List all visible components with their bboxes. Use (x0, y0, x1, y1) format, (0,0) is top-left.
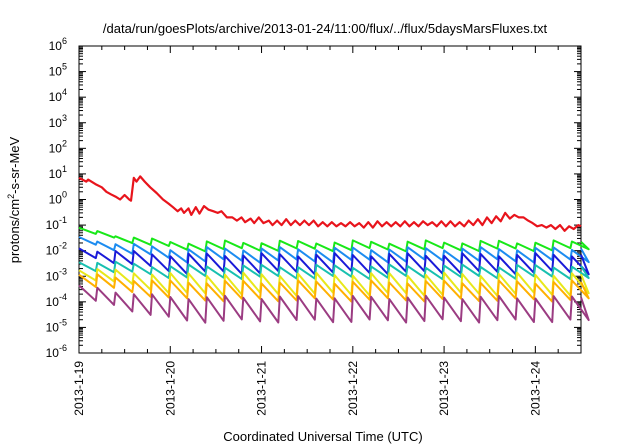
y-tick-exponent: 0 (62, 190, 67, 200)
series-line-8 (78, 284, 590, 324)
x-tick-label: 2013-1-22 (346, 361, 360, 416)
y-tick-exponent: 2 (62, 138, 67, 148)
series-line-2 (78, 226, 590, 253)
x-axis-label: Coordinated Universal Time (UTC) (223, 429, 422, 444)
y-tick-base: 10 (46, 346, 60, 360)
series-line-4 (78, 247, 590, 276)
y-tick-base: 10 (46, 320, 60, 334)
y-tick-exponent: -2 (59, 241, 67, 251)
y-tick-base: 10 (46, 269, 60, 283)
y-tick-base: 10 (49, 90, 63, 104)
series-group (78, 175, 590, 324)
y-tick-base: 10 (49, 193, 63, 207)
y-tick-base: 10 (46, 218, 60, 232)
y-tick-base: 10 (49, 116, 63, 130)
x-tick-label: 2013-1-23 (437, 361, 451, 416)
x-tick-label: 2013-1-20 (163, 361, 177, 416)
y-tick-label: 101 (49, 164, 67, 181)
x-axis: 2013-1-19 2013-1-20 2013-1-21 2013-1-22 2013… (72, 46, 582, 416)
y-tick-label: 100 (49, 190, 67, 207)
x-tick-label: 2013-1-21 (255, 361, 269, 416)
y-tick-exponent: -6 (59, 343, 67, 353)
series-line-7 (78, 273, 590, 303)
y-tick-base: 10 (49, 167, 63, 181)
y-tick-exponent: 6 (62, 36, 67, 46)
y-tick-label: 10-3 (46, 266, 67, 283)
series-line-3 (78, 236, 590, 264)
y-axis-label-sup: 2 (6, 194, 16, 199)
y-tick-label: 105 (49, 62, 67, 79)
y-axis: 10-610-510-410-310-210-11001011021031041… (46, 36, 581, 360)
series-line-1 (78, 175, 582, 232)
y-tick-exponent: -4 (59, 292, 67, 302)
y-axis-label-main: protons/cm (7, 199, 22, 263)
y-tick-label: 10-1 (46, 215, 67, 232)
y-axis-label: protons/cm2-s-sr-MeV (6, 136, 22, 263)
y-tick-base: 10 (46, 295, 60, 309)
y-tick-exponent: -3 (59, 266, 67, 276)
y-tick-exponent: 5 (62, 62, 67, 72)
y-tick-base: 10 (49, 141, 63, 155)
y-tick-exponent: -5 (59, 317, 67, 327)
y-tick-label: 10-4 (46, 292, 67, 309)
chart-title: /data/run/goesPlots/archive/2013-01-24/1… (103, 21, 548, 36)
x-tick-label: 2013-1-24 (528, 361, 542, 416)
y-tick-label: 102 (49, 138, 67, 155)
y-tick-label: 106 (49, 36, 67, 53)
y-axis-label-rest: -s-sr-MeV (7, 136, 22, 193)
y-tick-label: 10-6 (46, 343, 67, 360)
y-tick-exponent: 3 (62, 113, 67, 123)
y-tick-exponent: -1 (59, 215, 67, 225)
y-tick-label: 10-5 (46, 317, 67, 334)
y-tick-label: 10-2 (46, 241, 67, 258)
y-tick-exponent: 1 (62, 164, 67, 174)
y-tick-label: 103 (49, 113, 67, 130)
y-tick-base: 10 (49, 39, 63, 53)
y-tick-base: 10 (46, 244, 60, 258)
y-tick-base: 10 (49, 65, 63, 79)
y-tick-exponent: 4 (62, 87, 67, 97)
x-tick-label: 2013-1-19 (72, 361, 86, 416)
y-tick-label: 104 (49, 87, 67, 104)
